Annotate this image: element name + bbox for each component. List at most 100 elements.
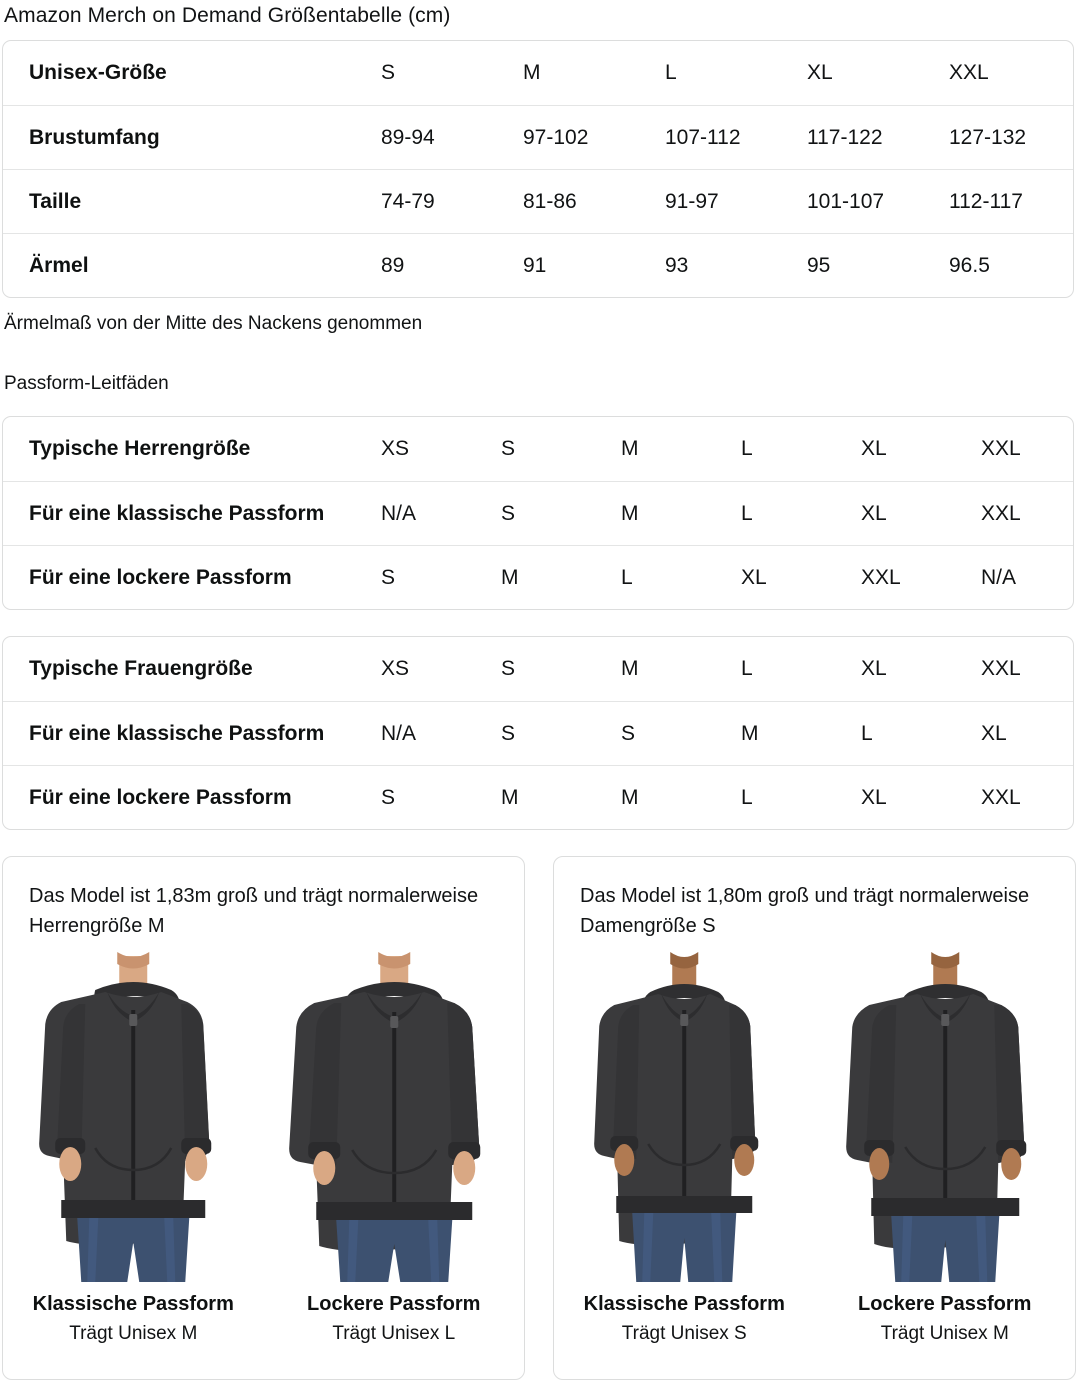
- table-row: Brustumfang 89-94 97-102 107-112 117-122…: [3, 105, 1073, 169]
- womens-photo-strip: [554, 952, 1075, 1282]
- womens-classic-0: N/A: [381, 721, 417, 745]
- mens-classic-5: XXL: [981, 501, 1021, 525]
- womens-size-m: M: [621, 657, 639, 680]
- male-model-relaxed-fit-image: [288, 952, 480, 1282]
- row-label-sleeve: Ärmel: [29, 253, 89, 277]
- mens-classic-fit-photo: [3, 952, 264, 1282]
- womens-classic-fit-title: Klassische Passform: [583, 1293, 785, 1315]
- womens-classic-2: S: [621, 721, 636, 745]
- mens-classic-fit-label-group: Klassische Passform Trägt Unisex M: [3, 1289, 264, 1349]
- womens-classic-4: L: [861, 721, 873, 745]
- mens-fit-guide-table: Typische Herrengröße XS S M L XL XXL Für…: [2, 416, 1074, 610]
- mens-fit-labels: Klassische Passform Trägt Unisex M Locke…: [3, 1289, 524, 1349]
- womens-classic-fit-sub: Trägt Unisex S: [621, 1323, 747, 1344]
- sleeve-xxl: 96.5: [949, 253, 990, 277]
- mens-relaxed-fit-sub: Trägt Unisex L: [332, 1323, 456, 1344]
- womens-classic-1: S: [501, 721, 516, 745]
- size-header-xxl: XXL: [949, 61, 989, 84]
- page-title: Amazon Merch on Demand Größentabelle (cm…: [4, 4, 451, 27]
- table-header-row: Unisex-Größe S M L XL XXL: [3, 41, 1073, 105]
- chest-s: 89-94: [381, 125, 435, 149]
- female-model-relaxed-fit-image: [845, 952, 1026, 1282]
- mens-size-m: M: [621, 437, 639, 460]
- mens-relaxed-fit-label: Für eine lockere Passform: [29, 565, 292, 589]
- row-label-waist: Taille: [29, 189, 82, 213]
- mens-classic-2: M: [621, 501, 639, 525]
- womens-relaxed-fit-photo: [815, 952, 1076, 1282]
- mens-relaxed-5: N/A: [981, 565, 1017, 589]
- size-header-s: S: [381, 61, 396, 84]
- womens-classic-5: XL: [981, 721, 1007, 745]
- unisex-size-table: Unisex-Größe S M L XL XXL Brustumfang 89…: [2, 40, 1074, 298]
- sleeve-s: 89: [381, 253, 405, 277]
- womens-relaxed-fit-label-group: Lockere Passform Trägt Unisex M: [815, 1289, 1076, 1349]
- womens-relaxed-fit-title: Lockere Passform: [858, 1293, 1032, 1315]
- mens-classic-4: XL: [861, 501, 887, 525]
- mens-classic-0: N/A: [381, 501, 417, 525]
- table-header-row: Typische Herrengröße XS S M L XL XXL: [3, 417, 1073, 481]
- table-row: Taille 74-79 81-86 91-97 101-107 112-117: [3, 169, 1073, 233]
- womens-relaxed-5: XXL: [981, 785, 1021, 809]
- size-header-l: L: [665, 61, 677, 84]
- female-model-classic-fit-image: [594, 952, 759, 1282]
- womens-relaxed-fit-sub: Trägt Unisex M: [880, 1323, 1009, 1344]
- mens-classic-1: S: [501, 501, 516, 525]
- size-header-m: M: [523, 61, 541, 84]
- mens-relaxed-fit-photo: [264, 952, 525, 1282]
- womens-fit-guide-table: Typische Frauengröße XS S M L XL XXL Für…: [2, 636, 1074, 830]
- womens-classic-fit-photo: [554, 952, 815, 1282]
- womens-model-card: Das Model ist 1,80m groß und trägt norma…: [553, 856, 1076, 1380]
- waist-l: 91-97: [665, 189, 719, 213]
- waist-xxl: 112-117: [949, 189, 1023, 213]
- mens-size-xl: XL: [861, 437, 887, 460]
- womens-fit-header-label: Typische Frauengröße: [29, 657, 253, 680]
- womens-relaxed-1: M: [501, 785, 519, 809]
- womens-classic-3: M: [741, 721, 759, 745]
- table-row: Ärmel 89 91 93 95 96.5: [3, 233, 1073, 297]
- sleeve-m: 91: [523, 253, 547, 277]
- chest-xxl: 127-132: [949, 125, 1027, 149]
- womens-size-xl: XL: [861, 657, 887, 680]
- mens-classic-fit-label: Für eine klassische Passform: [29, 501, 325, 525]
- womens-size-s: S: [501, 657, 516, 680]
- fit-guides-heading: Passform-Leitfäden: [4, 373, 169, 394]
- womens-relaxed-fit-label: Für eine lockere Passform: [29, 785, 292, 809]
- mens-relaxed-4: XXL: [861, 565, 901, 589]
- mens-relaxed-2: L: [621, 565, 633, 589]
- waist-m: 81-86: [523, 189, 577, 213]
- mens-relaxed-fit-label-group: Lockere Passform Trägt Unisex L: [264, 1289, 525, 1349]
- womens-relaxed-3: L: [741, 785, 753, 809]
- womens-fit-labels: Klassische Passform Trägt Unisex S Locke…: [554, 1289, 1075, 1349]
- table-row: Für eine lockere Passform S M M L XL XXL: [3, 765, 1073, 829]
- table-row: Für eine klassische Passform N/A S S M L…: [3, 701, 1073, 765]
- womens-size-xxl: XXL: [981, 657, 1021, 680]
- mens-fit-header-label: Typische Herrengröße: [29, 437, 251, 460]
- chest-xl: 117-122: [807, 125, 883, 149]
- waist-xl: 101-107: [807, 189, 885, 213]
- size-table-header-label: Unisex-Größe: [29, 61, 167, 84]
- male-model-classic-fit-image: [39, 952, 212, 1282]
- mens-classic-fit-sub: Trägt Unisex M: [69, 1323, 198, 1344]
- womens-relaxed-4: XL: [861, 785, 887, 809]
- mens-photo-strip: [3, 952, 524, 1282]
- mens-relaxed-0: S: [381, 565, 396, 589]
- mens-relaxed-fit-title: Lockere Passform: [307, 1293, 481, 1315]
- row-label-chest: Brustumfang: [29, 125, 160, 149]
- womens-relaxed-2: M: [621, 785, 639, 809]
- table-header-row: Typische Frauengröße XS S M L XL XXL: [3, 637, 1073, 701]
- mens-model-card: Das Model ist 1,83m groß und trägt norma…: [2, 856, 525, 1380]
- mens-relaxed-1: M: [501, 565, 519, 589]
- waist-s: 74-79: [381, 189, 435, 213]
- chest-l: 107-112: [665, 125, 741, 149]
- womens-model-caption: Das Model ist 1,80m groß und trägt norma…: [580, 885, 1030, 937]
- mens-size-l: L: [741, 437, 753, 460]
- mens-classic-3: L: [741, 501, 753, 525]
- womens-size-xs: XS: [381, 657, 410, 680]
- mens-size-xxl: XXL: [981, 437, 1021, 460]
- mens-classic-fit-title: Klassische Passform: [32, 1293, 234, 1315]
- chest-m: 97-102: [523, 125, 589, 149]
- mens-relaxed-3: XL: [741, 565, 767, 589]
- sleeve-xl: 95: [807, 253, 831, 277]
- table-row: Für eine klassische Passform N/A S M L X…: [3, 481, 1073, 545]
- sleeve-measurement-note: Ärmelmaß von der Mitte des Nackens genom…: [4, 313, 423, 334]
